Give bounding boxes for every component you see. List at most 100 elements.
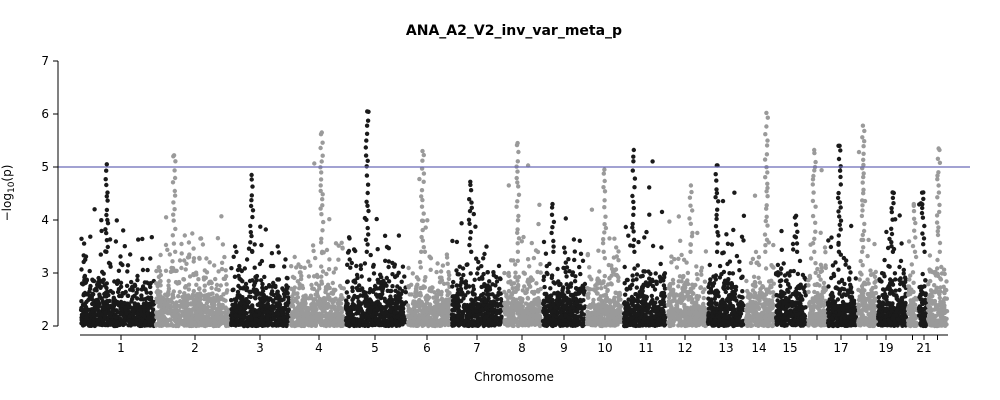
snp-point xyxy=(139,287,144,292)
snp-point xyxy=(434,297,440,302)
snp-point xyxy=(326,292,331,297)
snp-point xyxy=(454,283,459,288)
snp-point xyxy=(467,242,472,248)
snp-point xyxy=(473,224,478,229)
snp-point xyxy=(142,323,147,328)
snp-point xyxy=(421,211,426,216)
snp-point xyxy=(421,284,426,289)
snp-point xyxy=(174,314,179,319)
snp-point xyxy=(163,268,169,273)
snp-point xyxy=(546,294,551,299)
snp-point xyxy=(521,234,526,240)
snp-point xyxy=(542,284,547,290)
snp-point xyxy=(182,309,188,314)
snp-point xyxy=(390,284,395,289)
snp-point xyxy=(173,159,178,164)
snp-point xyxy=(587,265,592,270)
snp-point xyxy=(93,287,98,293)
snp-point xyxy=(364,138,369,143)
snp-point xyxy=(563,216,568,221)
snp-point xyxy=(515,227,520,232)
snp-point xyxy=(249,233,254,239)
snp-point xyxy=(87,286,93,291)
snp-point xyxy=(494,303,500,308)
snp-point xyxy=(183,267,188,272)
snp-point xyxy=(420,158,425,163)
snp-point xyxy=(581,298,586,303)
snp-point xyxy=(138,311,144,317)
snp-point xyxy=(336,304,341,309)
snp-point xyxy=(202,288,207,293)
snp-point xyxy=(275,289,280,294)
snp-point xyxy=(153,322,159,327)
snp-point xyxy=(424,297,429,302)
snp-point xyxy=(549,273,555,278)
snp-point xyxy=(305,320,310,325)
snp-point xyxy=(179,241,184,247)
chromosome-9-points xyxy=(540,201,588,329)
snp-point xyxy=(469,205,474,210)
snp-point xyxy=(238,277,243,282)
snp-point xyxy=(219,260,225,265)
snp-point xyxy=(181,305,187,310)
snp-point xyxy=(421,317,427,322)
snp-point xyxy=(172,193,178,198)
snp-point xyxy=(260,322,266,328)
snp-point xyxy=(550,323,556,328)
snp-point xyxy=(450,284,455,289)
snp-point xyxy=(542,291,547,297)
snp-point xyxy=(186,240,192,245)
snp-point xyxy=(154,268,159,274)
snp-point xyxy=(319,322,324,328)
snp-point xyxy=(571,237,577,242)
snp-point xyxy=(515,199,520,204)
snp-point xyxy=(104,168,109,173)
peak-snp-point xyxy=(515,140,520,146)
snp-point xyxy=(534,281,539,286)
snp-point xyxy=(577,238,582,243)
snp-point xyxy=(389,288,394,294)
snp-point xyxy=(366,208,371,214)
snp-point xyxy=(320,197,325,202)
snp-point xyxy=(136,237,141,242)
snp-point xyxy=(318,145,323,151)
snp-point xyxy=(340,296,345,301)
snp-point xyxy=(259,302,264,308)
snp-point xyxy=(419,194,424,199)
snp-point xyxy=(421,152,426,158)
snp-point xyxy=(544,316,549,321)
snp-point xyxy=(577,304,582,309)
snp-point xyxy=(362,261,368,266)
snp-point xyxy=(344,290,349,295)
snp-point xyxy=(186,287,191,292)
snp-point xyxy=(182,258,187,263)
snp-point xyxy=(219,266,225,272)
snp-point xyxy=(387,297,392,303)
snp-point xyxy=(564,274,569,279)
snp-point xyxy=(176,294,181,299)
snp-point xyxy=(517,296,523,302)
snp-point xyxy=(277,294,282,300)
snp-point xyxy=(561,318,567,323)
snp-point xyxy=(431,317,436,322)
snp-point xyxy=(99,228,104,234)
snp-point xyxy=(114,218,120,223)
snp-point xyxy=(101,277,106,282)
snp-point xyxy=(344,303,350,309)
snp-point xyxy=(197,255,202,261)
snp-point xyxy=(173,226,178,232)
snp-point xyxy=(274,301,279,306)
chromosome-2-points xyxy=(153,153,231,329)
snp-point xyxy=(106,260,112,266)
snp-point xyxy=(374,307,380,312)
snp-point xyxy=(246,246,252,251)
snp-point xyxy=(165,292,171,298)
snp-point xyxy=(237,263,242,269)
snp-point xyxy=(535,249,541,255)
snp-point xyxy=(111,308,116,314)
snp-point xyxy=(525,295,530,301)
snp-point xyxy=(83,308,89,313)
snp-point xyxy=(369,314,375,319)
snp-point xyxy=(607,275,612,281)
snp-point xyxy=(345,315,350,320)
